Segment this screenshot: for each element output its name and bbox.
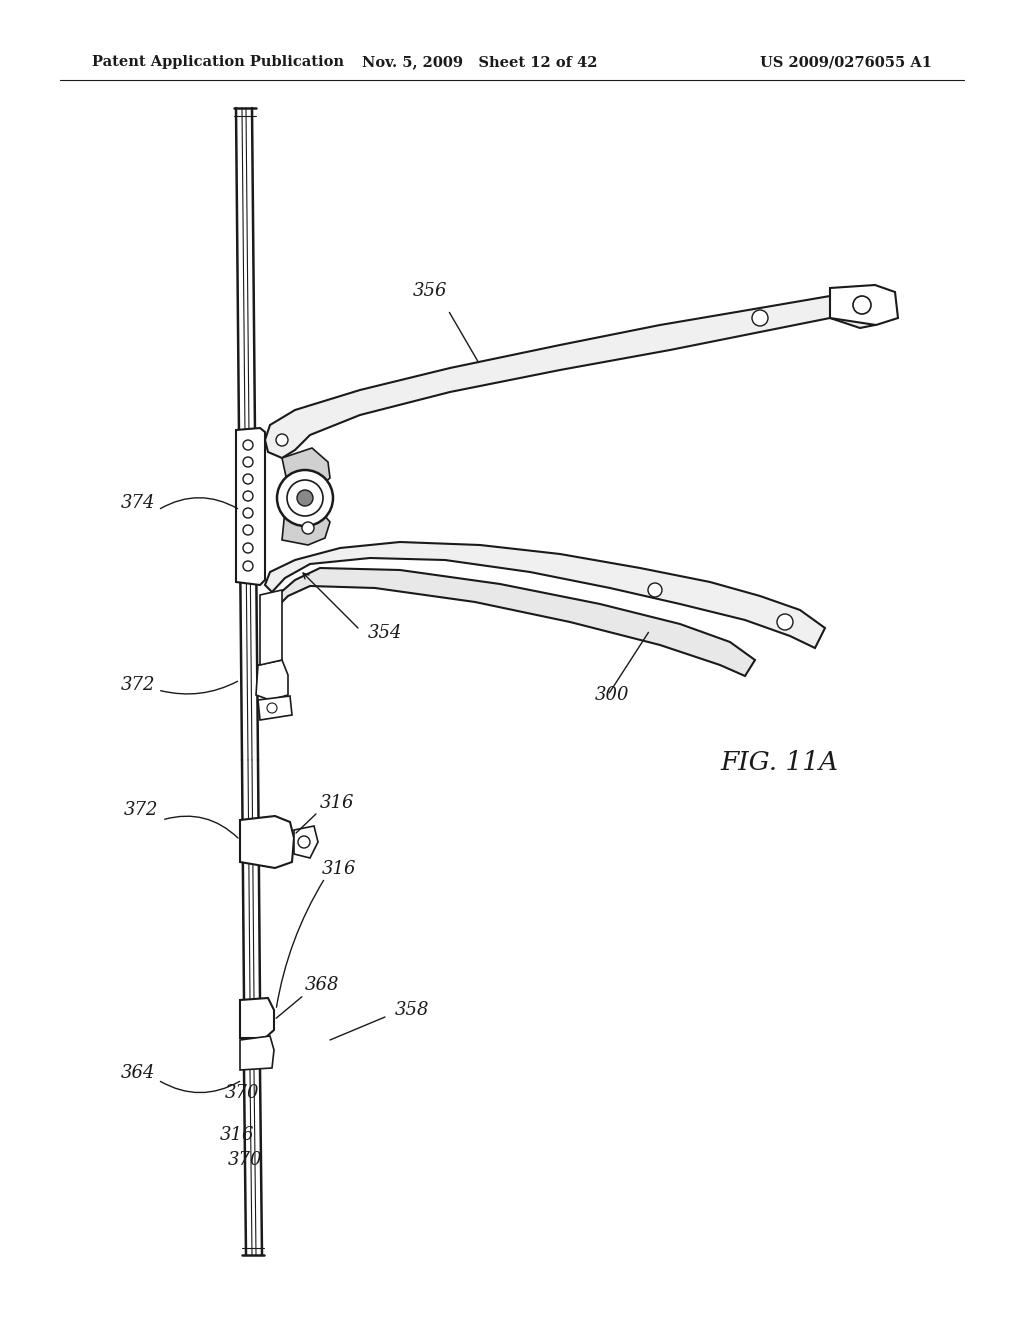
Text: 316: 316: [322, 861, 356, 878]
Polygon shape: [240, 998, 274, 1038]
Polygon shape: [240, 816, 294, 869]
Polygon shape: [272, 568, 755, 676]
Polygon shape: [260, 590, 282, 665]
Circle shape: [648, 583, 662, 597]
Circle shape: [752, 310, 768, 326]
Circle shape: [287, 480, 323, 516]
Text: 372: 372: [124, 801, 158, 818]
Circle shape: [853, 296, 871, 314]
Circle shape: [297, 490, 313, 506]
Circle shape: [243, 525, 253, 535]
Text: Nov. 5, 2009   Sheet 12 of 42: Nov. 5, 2009 Sheet 12 of 42: [362, 55, 598, 69]
Polygon shape: [258, 696, 292, 719]
Circle shape: [243, 440, 253, 450]
Text: 372: 372: [121, 676, 155, 694]
Polygon shape: [282, 447, 330, 488]
Text: 356: 356: [413, 282, 447, 300]
Text: Patent Application Publication: Patent Application Publication: [92, 55, 344, 69]
Circle shape: [276, 434, 288, 446]
Circle shape: [777, 614, 793, 630]
Text: 364: 364: [121, 1064, 155, 1082]
Text: 370: 370: [225, 1084, 259, 1102]
Circle shape: [302, 521, 314, 535]
Text: 354: 354: [368, 624, 402, 642]
Text: 368: 368: [305, 975, 340, 994]
Polygon shape: [282, 508, 330, 545]
Polygon shape: [236, 428, 265, 585]
Text: 358: 358: [395, 1001, 429, 1019]
Circle shape: [243, 561, 253, 572]
Circle shape: [243, 491, 253, 502]
Circle shape: [278, 470, 333, 525]
Text: 370: 370: [228, 1151, 262, 1170]
Text: 316: 316: [220, 1126, 255, 1144]
Circle shape: [243, 508, 253, 517]
Circle shape: [243, 457, 253, 467]
Polygon shape: [294, 826, 318, 858]
Polygon shape: [240, 1036, 274, 1071]
Text: 374: 374: [121, 494, 155, 512]
Text: FIG. 11A: FIG. 11A: [720, 750, 838, 775]
Polygon shape: [830, 285, 898, 325]
Polygon shape: [265, 543, 825, 648]
Polygon shape: [265, 290, 874, 458]
Circle shape: [243, 543, 253, 553]
Circle shape: [298, 836, 310, 847]
Circle shape: [243, 474, 253, 484]
Text: 300: 300: [595, 686, 630, 704]
Text: US 2009/0276055 A1: US 2009/0276055 A1: [760, 55, 932, 69]
Circle shape: [267, 704, 278, 713]
Polygon shape: [256, 660, 288, 700]
Text: 316: 316: [319, 795, 354, 812]
